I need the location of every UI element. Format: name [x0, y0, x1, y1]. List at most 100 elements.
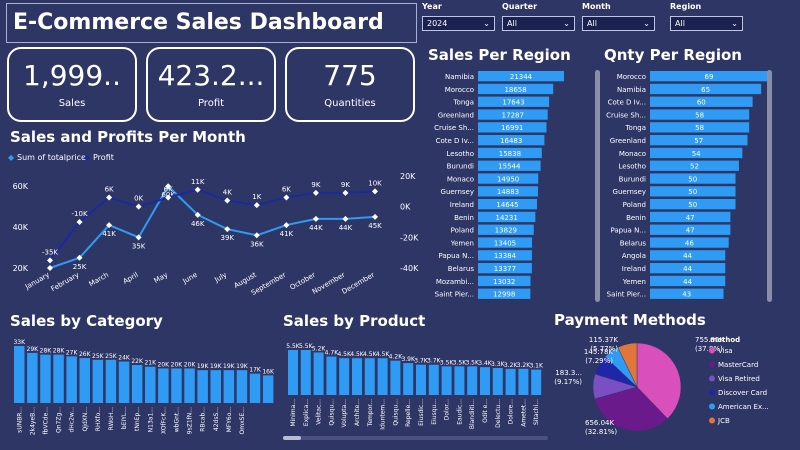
- year-dropdown[interactable]: 2024 ⌄: [422, 16, 495, 31]
- bar-category-label: wbGnt...: [173, 407, 180, 432]
- year-slicer[interactable]: Year 2024 ⌄: [422, 2, 495, 31]
- bar: [171, 368, 182, 403]
- region-value-label: 44: [683, 265, 692, 273]
- bar-value-label: 16K: [262, 368, 275, 375]
- region-label: Benin: [626, 214, 646, 222]
- legend-totalprice: Sum of totalprice: [17, 153, 86, 162]
- data-point: [253, 202, 260, 209]
- region-bar: [650, 160, 739, 171]
- bar: [14, 346, 25, 403]
- month-slicer-label: Month: [582, 2, 611, 11]
- bar: [339, 358, 350, 395]
- region-bar: [650, 135, 748, 146]
- data-label: -10K: [72, 210, 88, 218]
- bar-value-label: 25K: [105, 353, 118, 360]
- pie-legend-label: Visa Retired: [718, 375, 760, 383]
- region-value-label: 12998: [493, 291, 515, 299]
- region-label: Benin: [454, 214, 474, 222]
- bar: [467, 366, 478, 395]
- region-bar: [478, 109, 548, 120]
- region-dropdown[interactable]: All ⌄: [670, 16, 743, 31]
- product-chart-title: Sales by Product: [283, 312, 426, 330]
- region-bar: [650, 71, 768, 82]
- x-tick-label: December: [341, 271, 377, 296]
- data-point: [224, 226, 231, 233]
- bar-value-label: 3.3K: [491, 361, 506, 368]
- pie-legend-label: Discover Card: [718, 389, 767, 397]
- data-point: [283, 222, 290, 229]
- bar-value-label: 3.2K: [517, 362, 532, 369]
- region-bar: [650, 199, 736, 210]
- region-bar: [478, 263, 532, 274]
- region-slicer[interactable]: Region All ⌄: [670, 2, 743, 31]
- month-value: All: [587, 19, 597, 28]
- bar-value-label: 17K: [249, 367, 262, 374]
- region-value-label: 47: [686, 227, 695, 235]
- region-value-label: 57: [694, 137, 703, 145]
- data-point: [76, 254, 83, 261]
- region-value-label: 60: [697, 99, 706, 107]
- region-value-label: 58: [695, 111, 704, 119]
- region-slicer-label: Region: [670, 2, 702, 11]
- kpi-value: 1,999..: [23, 59, 121, 92]
- bar-category-label: Eiusdic...: [418, 399, 425, 426]
- pie-slice: [594, 386, 668, 432]
- region-label: Yemen: [622, 278, 646, 286]
- data-point: [312, 215, 319, 222]
- region-bar: [478, 211, 536, 223]
- x-tick-label: February: [50, 271, 81, 293]
- pie-percent-label: (5.77%): [590, 345, 618, 353]
- region-value-label: 43: [682, 291, 691, 299]
- data-label: 36K: [250, 240, 264, 248]
- bar-value-label: 4.5K: [376, 351, 391, 358]
- data-point: [135, 234, 142, 241]
- bar: [158, 368, 169, 403]
- region-bar: [650, 109, 750, 120]
- bar: [403, 363, 414, 395]
- product-scrollbar-thumb[interactable]: [283, 436, 301, 440]
- region-value-label: 15544: [498, 163, 521, 171]
- region-bar: [478, 96, 550, 107]
- region-value-label: 58: [695, 124, 704, 132]
- data-label: 6K: [105, 185, 114, 193]
- bar: [441, 366, 452, 395]
- bar-category-label: 2k4yeB...: [29, 407, 36, 435]
- sales-by-product-chart: 5.5K Minima... 5.5K Explica... 5.2K Velitac..…: [286, 343, 544, 430]
- month-slicer[interactable]: Month All ⌄: [582, 2, 655, 31]
- legend-dot-icon: [709, 389, 715, 396]
- bar-value-label: 19K: [210, 363, 223, 370]
- bar-value-label: 3.5K: [465, 359, 480, 366]
- qnty-region-scrollbar[interactable]: [767, 70, 772, 302]
- bar: [27, 352, 38, 403]
- bar-category-label: tNnEp...: [134, 407, 141, 431]
- bar-category-label: Eaudic...: [456, 399, 463, 425]
- sales-region-scrollbar[interactable]: [595, 70, 600, 302]
- region-bar: [478, 186, 538, 197]
- data-point: [165, 194, 172, 201]
- bar-category-label: bEIYL...: [121, 407, 128, 429]
- payment-methods-pie-chart: 755.95K(37.8%) 656.04K(32.81%) 183.3...(9.…: [554, 336, 768, 436]
- quarter-slicer-label: Quarter: [502, 2, 538, 11]
- bar: [300, 350, 311, 395]
- y-left-tick-label: 60K: [13, 182, 29, 191]
- region-label: Papua N...: [610, 227, 646, 235]
- data-label: -35K: [42, 248, 58, 256]
- bar: [236, 370, 248, 403]
- data-label: 9K: [311, 181, 320, 189]
- bar: [454, 366, 465, 395]
- bar-category-label: Eiusqu...: [431, 399, 438, 425]
- bar: [531, 369, 542, 395]
- quarter-slicer[interactable]: Quarter All ⌄: [502, 2, 575, 31]
- bar-category-label: Explica...: [303, 399, 310, 426]
- data-label: 25K: [73, 263, 87, 271]
- region-bar: [650, 147, 743, 159]
- product-scrollbar-track[interactable]: [283, 436, 548, 440]
- region-bar: [478, 160, 541, 171]
- region-value-label: 44: [683, 278, 692, 286]
- quarter-dropdown[interactable]: All ⌄: [502, 16, 575, 31]
- region-value-label: 50: [688, 201, 697, 209]
- region-bar: [650, 186, 736, 197]
- bar: [105, 359, 117, 403]
- month-dropdown[interactable]: All ⌄: [582, 16, 655, 31]
- y-right-tick-label: -20K: [400, 233, 419, 242]
